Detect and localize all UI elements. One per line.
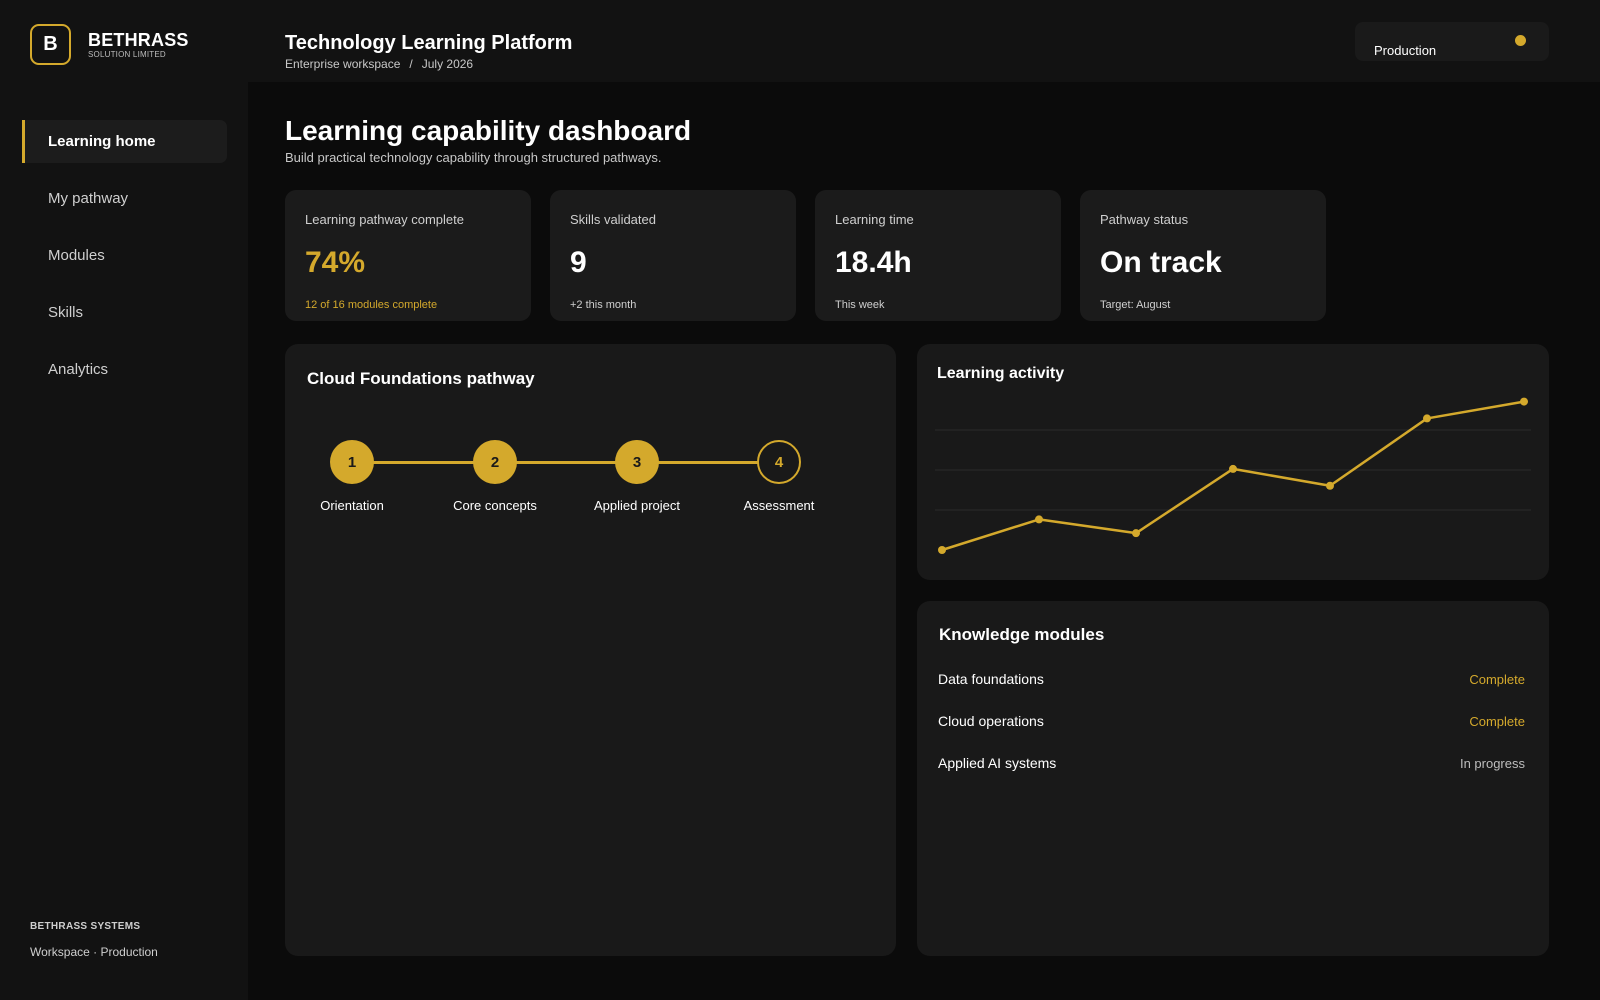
knowledge-modules-card: Knowledge modules Data foundations Compl… [917, 601, 1549, 956]
sidebar-item-my-pathway[interactable]: My pathway [48, 190, 129, 207]
series-line [941, 400, 1525, 552]
brand-name: BETHRASS [88, 29, 189, 50]
pathway-step-label: Orientation [320, 498, 384, 513]
data-point[interactable] [1326, 481, 1334, 490]
sidebar-item-learning-home[interactable]: Learning home [22, 120, 227, 163]
stat-note: This week [835, 299, 885, 311]
data-point[interactable] [1035, 515, 1043, 524]
top-bar: Technology Learning Platform Enterprise … [248, 0, 1600, 82]
sidebar-footer: BETHRASS SYSTEMS Workspace · Production [30, 921, 158, 959]
sidebar-item-analytics[interactable]: Analytics [48, 361, 109, 378]
module-name: Cloud operations [938, 713, 1044, 729]
app-title: Technology Learning Platform [285, 32, 573, 54]
activity-title: Learning activity [937, 365, 1065, 382]
stat-note: Target: August [1100, 299, 1171, 311]
stat-value: 18.4h [835, 246, 912, 279]
list-item[interactable]: Data foundations Complete [938, 671, 1525, 687]
stat-value: 9 [570, 246, 587, 279]
page-title: Learning capability dashboard [285, 115, 692, 146]
pathway-title: Cloud Foundations pathway [307, 369, 535, 388]
pathway-step-2[interactable]: 2 [473, 440, 517, 484]
sidebar-item-modules[interactable]: Modules [48, 247, 105, 264]
stat-label: Learning pathway complete [305, 212, 464, 227]
learning-activity-chart [935, 397, 1531, 554]
data-point[interactable] [1132, 529, 1140, 538]
workspace-env: Workspace · Production [30, 945, 158, 959]
stat-card-pathway-status: Pathway status On track Target: August [1080, 190, 1326, 321]
module-status: Complete [1469, 714, 1525, 729]
module-status: Complete [1469, 672, 1525, 687]
environment-label: Production [1374, 43, 1437, 58]
org-name: BETHRASS SYSTEMS [30, 921, 141, 932]
brand-text: BETHRASS SOLUTION LIMITED [88, 31, 189, 59]
page-subtitle: Build practical technology capability th… [285, 150, 662, 165]
breadcrumb-period[interactable]: July 2026 [421, 57, 474, 71]
learning-activity-card: Learning activity [917, 344, 1549, 580]
pathway-progress-line [351, 461, 763, 464]
pathway-step-4[interactable]: 4 [757, 440, 801, 484]
data-point[interactable] [938, 546, 946, 554]
environment-selector[interactable]: Production [1355, 22, 1549, 61]
list-item[interactable]: Applied AI systems In progress [938, 755, 1525, 771]
stat-note: 12 of 16 modules complete [305, 299, 438, 311]
module-name: Data foundations [938, 671, 1044, 687]
pathway-step-label: Applied project [594, 498, 680, 513]
pathway-step-1[interactable]: 1 [330, 440, 374, 484]
brand-subtitle: SOLUTION LIMITED [88, 49, 166, 59]
stat-label: Learning time [835, 212, 914, 227]
stat-card-pathway-complete: Learning pathway complete 74% 12 of 16 m… [285, 190, 531, 321]
modules-title: Knowledge modules [939, 625, 1105, 644]
stat-value: On track [1100, 246, 1222, 279]
stat-value: 74% [305, 246, 366, 279]
pathway-step-label: Core concepts [453, 498, 537, 513]
data-point[interactable] [1229, 464, 1237, 473]
breadcrumb-separator: / [409, 57, 413, 71]
module-status: In progress [1459, 756, 1525, 771]
list-item[interactable]: Cloud operations Complete [938, 713, 1525, 729]
stat-label: Pathway status [1100, 212, 1189, 227]
stat-note: +2 this month [570, 299, 637, 311]
breadcrumb: Enterprise workspace / July 2026 [285, 57, 473, 71]
data-point[interactable] [1520, 397, 1528, 406]
sidebar-item-skills[interactable]: Skills [48, 304, 84, 321]
pathway-card: Cloud Foundations pathway 1 Orientation … [285, 344, 896, 956]
data-point[interactable] [1423, 414, 1431, 423]
brand-logo-icon: B [30, 24, 71, 65]
module-name: Applied AI systems [938, 755, 1057, 771]
status-dot-icon [1515, 35, 1526, 46]
stat-card-skills-validated: Skills validated 9 +2 this month [550, 190, 796, 321]
brand[interactable]: B BETHRASS SOLUTION LIMITED [30, 24, 189, 65]
breadcrumb-workspace[interactable]: Enterprise workspace [285, 57, 401, 71]
pathway-step-3[interactable]: 3 [615, 440, 659, 484]
stat-card-learning-time: Learning time 18.4h This week [815, 190, 1061, 321]
pathway-step-label: Assessment [743, 498, 815, 513]
sidebar-nav: Learning home My pathway Modules Skills … [22, 120, 227, 405]
sidebar: B BETHRASS SOLUTION LIMITED Learning hom… [0, 0, 248, 1000]
stat-label: Skills validated [570, 212, 656, 227]
